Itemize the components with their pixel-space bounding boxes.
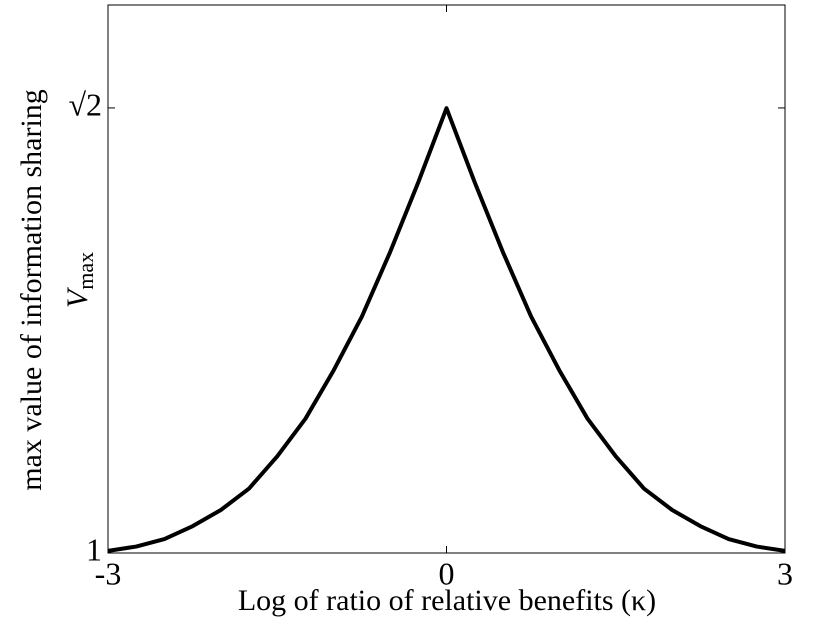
y-tick-label: √2 — [68, 86, 102, 122]
x-tick-label: 3 — [777, 555, 793, 591]
plot-frame — [107, 4, 786, 554]
symbol-sub: max — [73, 252, 98, 290]
y-tick-label: 1 — [86, 531, 102, 567]
x-tick-label: -3 — [95, 555, 122, 591]
x-axis-label: Log of ratio of relative benefits (κ) — [238, 584, 656, 617]
y-axis-label: max value of information sharing — [15, 89, 48, 491]
x-tick-label: 0 — [439, 555, 455, 591]
symbol-base: V — [61, 286, 94, 308]
y-axis-symbol: Vmax — [61, 252, 98, 308]
line-series — [107, 106, 786, 553]
